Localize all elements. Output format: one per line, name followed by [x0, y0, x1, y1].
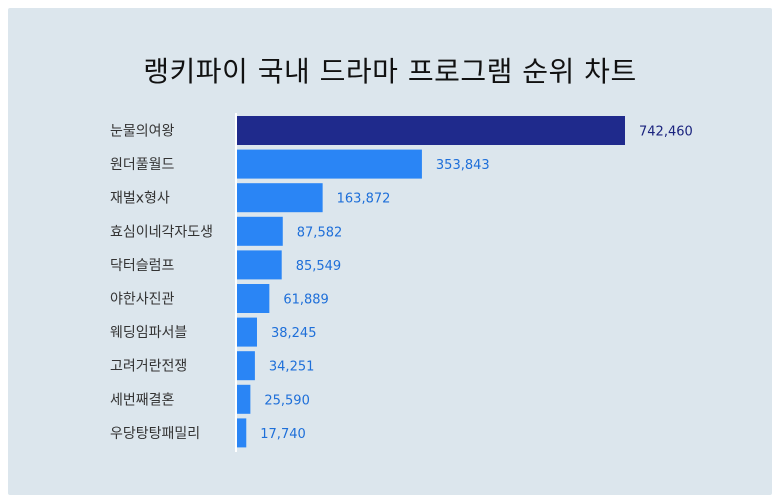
category-label-4: 효심이네각자도생: [110, 224, 213, 240]
value-label-3: 163,872: [337, 192, 391, 207]
value-label-10: 17,740: [260, 427, 306, 442]
bar-8: [237, 351, 255, 381]
value-label-4: 87,582: [297, 225, 343, 240]
category-label-1: 눈물의여왕: [110, 124, 175, 140]
category-label-6: 야한사진관: [110, 292, 175, 308]
category-label-9: 세번째결혼: [110, 392, 175, 408]
value-label-2: 353,843: [436, 158, 490, 173]
value-label-8: 34,251: [269, 360, 315, 375]
category-label-7: 웨딩임파서블: [110, 325, 187, 341]
category-label-8: 고려거란전쟁: [110, 359, 187, 375]
value-label-1: 742,460: [639, 125, 693, 140]
bar-2: [237, 149, 422, 179]
category-label-10: 우당탕탕패밀리: [110, 426, 200, 442]
value-label-6: 61,889: [283, 293, 329, 308]
bar-9: [237, 384, 251, 414]
bar-5: [237, 250, 282, 280]
value-label-5: 85,549: [296, 259, 342, 274]
bar-4: [237, 216, 283, 246]
category-label-3: 재벌x형사: [110, 191, 170, 207]
chart-card: [8, 8, 772, 495]
category-label-5: 닥터슬럼프: [110, 258, 175, 274]
bar-7: [237, 317, 257, 347]
chart-title: 랭키파이 국내 드라마 프로그램 순위 차트: [143, 55, 637, 88]
category-label-2: 원더풀월드: [110, 157, 175, 173]
bar-3: [237, 183, 323, 213]
bar-10: [237, 418, 247, 448]
value-label-9: 25,590: [264, 393, 310, 408]
bar-1: [237, 116, 625, 145]
value-label-7: 38,245: [271, 326, 317, 341]
bar-6: [237, 284, 270, 313]
